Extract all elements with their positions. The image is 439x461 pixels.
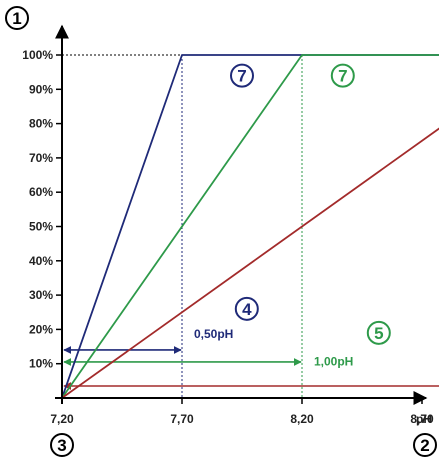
series-line: [61, 54, 439, 399]
x-axis-marker: 2: [413, 433, 437, 457]
range-arrows: [63, 345, 439, 390]
x-axis-label: pH: [416, 412, 432, 426]
y-tick-label: 40%: [29, 254, 53, 268]
y-tick-label: 100%: [22, 48, 53, 62]
svg-text:2: 2: [420, 436, 429, 455]
guide-lines: [62, 54, 303, 398]
y-tick-label: 70%: [29, 151, 53, 165]
series-markers: 777: [230, 63, 355, 88]
x-tick-label: 8,20: [290, 412, 314, 426]
y-axis-marker: 1: [5, 6, 29, 30]
series-marker: 7: [330, 63, 355, 88]
series-lines: [61, 54, 439, 399]
x-tick-label: 8,70: [410, 412, 434, 426]
series-line: [61, 54, 439, 399]
range-marker: 5: [366, 320, 391, 345]
svg-text:7: 7: [338, 67, 347, 86]
axis-ticks: 10% 20% 30% 40% 50% 60% 70% 80% 90% 100% 7,20 7,70 8…: [22, 48, 434, 426]
series-line: [61, 127, 439, 399]
range-label: 1,00pH: [314, 354, 353, 368]
range-marker: 4: [234, 296, 259, 321]
svg-text:1: 1: [12, 9, 21, 28]
range-label: 0,50pH: [194, 327, 233, 341]
y-tick-label: 20%: [29, 322, 53, 336]
svg-text:3: 3: [57, 436, 66, 455]
series-marker: 7: [230, 63, 254, 88]
y-tick-label: 60%: [29, 185, 53, 199]
x-tick-label: 7,70: [170, 412, 194, 426]
x-tick-label: 7,20: [50, 412, 74, 426]
y-tick-label: 10%: [29, 357, 53, 371]
y-tick-label: 90%: [29, 82, 53, 96]
origin-marker: 3: [50, 433, 74, 457]
svg-text:7: 7: [237, 67, 246, 86]
svg-text:5: 5: [374, 324, 383, 343]
y-tick-label: 80%: [29, 117, 53, 131]
y-tick-label: 30%: [29, 288, 53, 302]
y-tick-label: 50%: [29, 220, 53, 234]
svg-text:4: 4: [242, 300, 252, 319]
